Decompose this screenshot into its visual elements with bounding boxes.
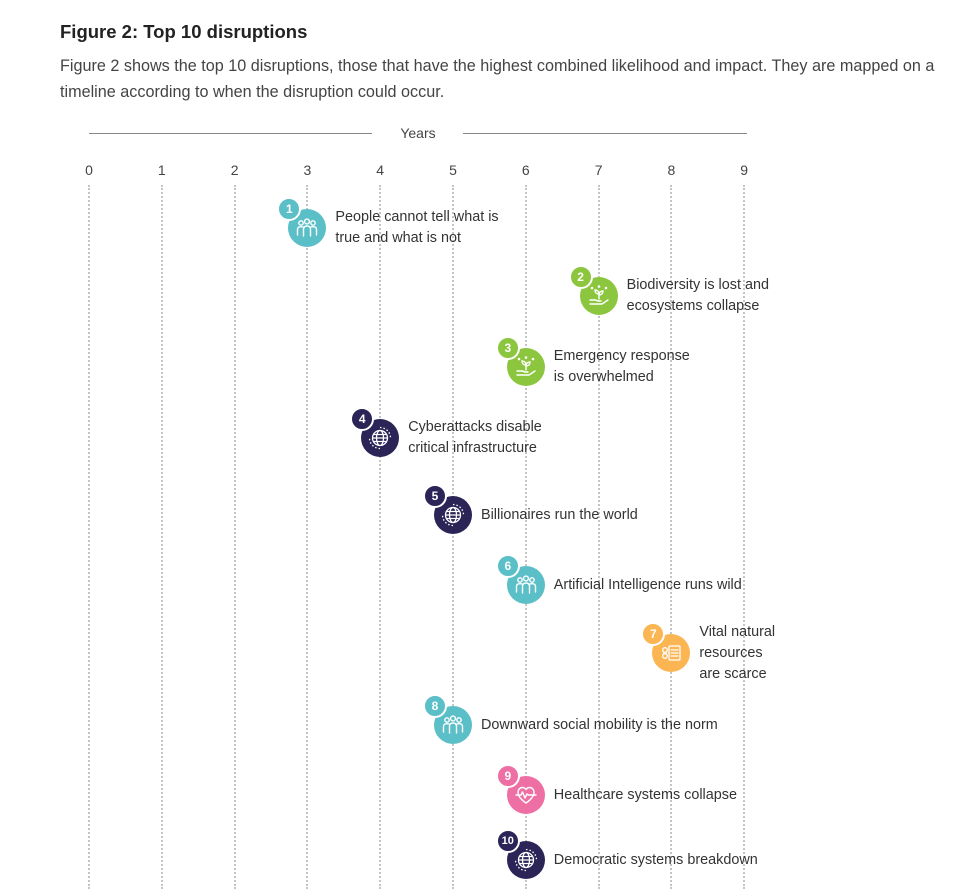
gridline-4 <box>379 185 382 889</box>
axis-tick-1: 1 <box>157 162 166 178</box>
figure-heading: Figure 2: Top 10 disruptions <box>60 21 308 42</box>
disruption-9-label: Healthcare systems collapse <box>554 785 737 806</box>
rank-badge-8: 8 <box>423 694 447 718</box>
rank-badge-10: 10 <box>495 829 520 853</box>
disruption-4-label-line: critical infrastructure <box>408 440 537 456</box>
axis-tick-9: 9 <box>740 162 749 178</box>
disruption-8-label-line: Downward social mobility is the norm <box>481 716 718 733</box>
rank-badge-4: 4 <box>350 407 375 431</box>
axis-tick-2: 2 <box>230 162 239 178</box>
axis-tick-7: 7 <box>594 162 603 178</box>
globe-icon <box>506 841 545 879</box>
disruption-4-label: Cyberattacks disable critical infrastruct… <box>408 417 542 459</box>
gridline-3 <box>306 185 309 889</box>
disruption-3-label-line: is overwhelmed <box>553 369 654 385</box>
axis-tick-0: 0 <box>85 162 93 178</box>
axis-tick-8: 8 <box>667 162 676 178</box>
disruption-1-label-line: People cannot tell what is <box>335 209 499 225</box>
rank-badge-3: 3 <box>495 336 520 360</box>
axis-rule-left <box>89 133 372 134</box>
disruption-10-label-line: Democratic systems breakdown <box>553 851 758 868</box>
axis-tick-6: 6 <box>521 162 530 178</box>
axis-tick-3: 3 <box>303 162 312 178</box>
gridline-6 <box>524 185 527 889</box>
axis-title: Years <box>400 125 436 141</box>
gridline-0 <box>88 185 90 889</box>
axis-tick-5: 5 <box>449 162 457 178</box>
disruption-1-label: People cannot tell what is true and what … <box>335 207 498 249</box>
gridline-5 <box>452 185 454 889</box>
disruption-2-label: Biodiversity is lost and ecosystems colla… <box>627 275 769 317</box>
people-icon <box>434 706 472 744</box>
disruption-7-label-line: resources <box>699 644 763 661</box>
disruption-7-label: Vital natural resources are scarce <box>699 622 775 685</box>
disruption-3-label-line: Emergency response <box>553 348 690 364</box>
disruption-2-label-line: Biodiversity is lost and <box>626 277 769 293</box>
disruption-6-label-line: Artificial Intelligence runs wild <box>553 576 742 593</box>
rank-badge-7: 7 <box>641 622 666 646</box>
disruption-7-label-line: are scarce <box>699 665 767 682</box>
gridline-2 <box>233 185 236 889</box>
disruption-10-label: Democratic systems breakdown <box>554 850 758 871</box>
disruption-2-label-line: ecosystems collapse <box>626 298 760 314</box>
disruption-1-label-line: true and what is not <box>335 230 461 246</box>
gridline-7 <box>597 185 600 889</box>
rank-badge-1: 1 <box>277 197 302 221</box>
figure-intro: Figure 2 shows the top 10 disruptions, t… <box>60 57 935 101</box>
gridline-8 <box>670 185 673 889</box>
disruption-6-label: Artificial Intelligence runs wild <box>554 575 742 596</box>
disruption-3-label: Emergency response is overwhelmed <box>554 346 690 388</box>
axis-tick-4: 4 <box>376 162 385 178</box>
gridline-9 <box>743 185 746 889</box>
rank-badge-9: 9 <box>495 764 520 788</box>
rank-badge-6: 6 <box>495 554 520 578</box>
disruption-7-label-line: Vital natural <box>699 623 776 640</box>
disruption-4-label-line: Cyberattacks disable <box>408 419 542 435</box>
disruption-5-label: Billionaires run the world <box>481 505 638 526</box>
disruption-8-label: Downward social mobility is the norm <box>481 715 718 736</box>
globe-icon <box>361 419 400 457</box>
rank-badge-5: 5 <box>423 484 447 508</box>
axis-rule-right <box>463 133 747 134</box>
disruption-5-label-line: Billionaires run the world <box>481 506 638 523</box>
disruption-9-label-line: Healthcare systems collapse <box>553 786 737 803</box>
gridline-1 <box>160 185 163 889</box>
rank-badge-2: 2 <box>568 265 593 289</box>
